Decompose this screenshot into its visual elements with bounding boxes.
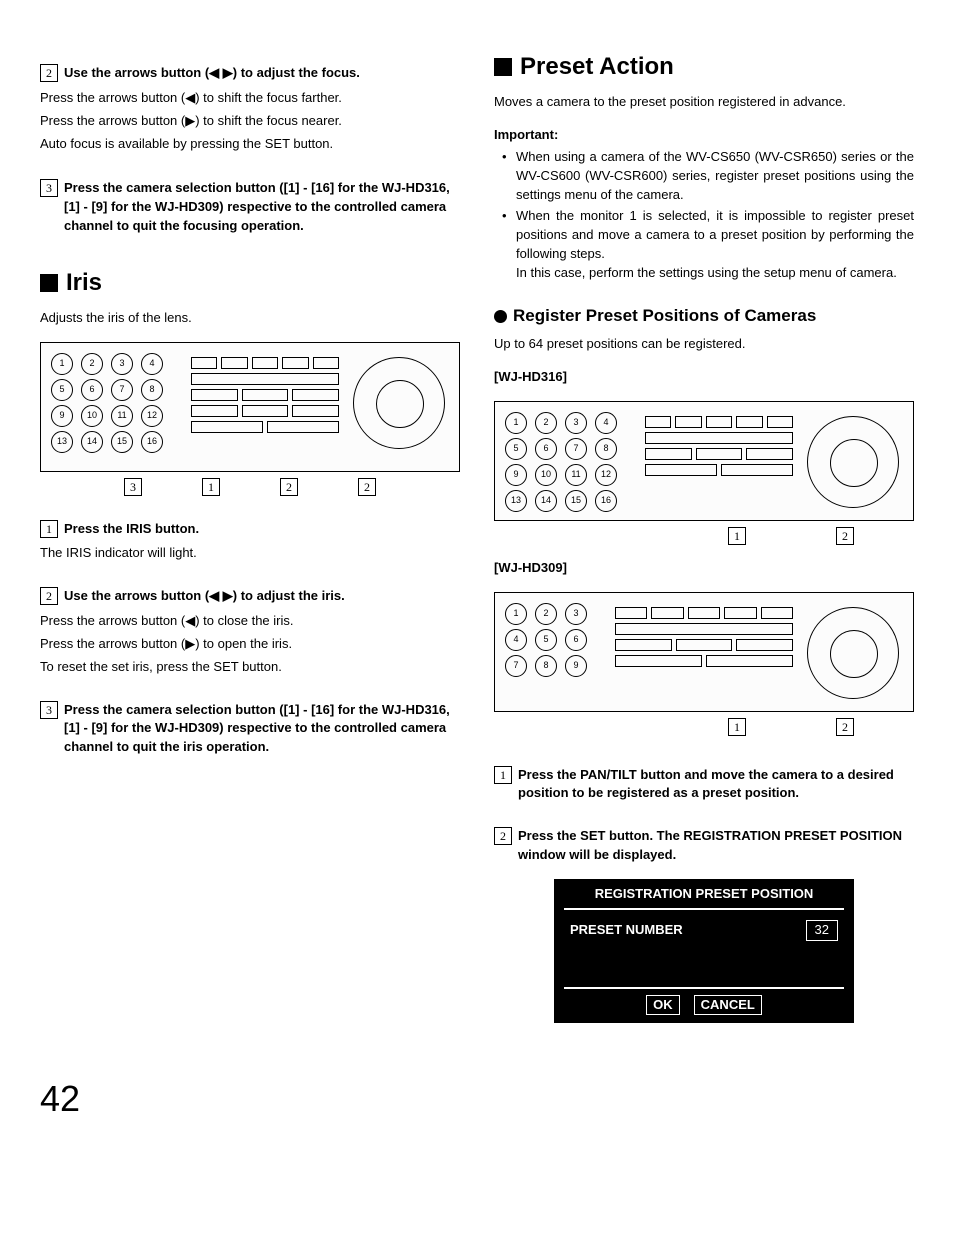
- body-text: Press the arrows button (◀) to close the…: [40, 612, 460, 631]
- heading-text: Register Preset Positions of Cameras: [513, 304, 816, 329]
- important-list: When using a camera of the WV-CS650 (WV-…: [494, 148, 914, 282]
- panel-callout-labels: 3 1 2 2: [40, 478, 460, 496]
- step-title: Press the IRIS button.: [64, 520, 460, 539]
- jog-dial-icon: [807, 607, 899, 699]
- body-text: The IRIS indicator will light.: [40, 544, 460, 563]
- step-title: Press the camera selection button ([1] -…: [64, 179, 460, 236]
- iris-heading: Iris: [40, 266, 460, 301]
- step-title: Press the camera selection button ([1] -…: [64, 701, 460, 758]
- callout-number: 2: [836, 527, 854, 545]
- left-column: 2 Use the arrows button (◀ ▶) to adjust …: [40, 50, 460, 1023]
- model-label: [WJ-HD316]: [494, 368, 914, 387]
- list-item: When the monitor 1 is selected, it is im…: [506, 207, 914, 282]
- body-text: Auto focus is available by pressing the …: [40, 135, 460, 154]
- list-text: When the monitor 1 is selected, it is im…: [516, 208, 914, 261]
- preset-heading: Preset Action: [494, 50, 914, 85]
- panel-number-grid: 1234 5678 9101112 13141516: [505, 412, 619, 512]
- callout-number: 2: [836, 718, 854, 736]
- callout-number: 1: [202, 478, 220, 496]
- panel-callout-labels: 1 2: [494, 718, 914, 736]
- heading-text: Preset Action: [520, 50, 674, 85]
- step-number: 2: [494, 827, 512, 845]
- callout-number: 2: [280, 478, 298, 496]
- iris-step-1: 1 Press the IRIS button.: [40, 520, 460, 539]
- heading-text: Iris: [66, 266, 102, 301]
- step-title: Press the PAN/TILT button and move the c…: [518, 766, 914, 804]
- panel-number-grid: 123 456 789: [505, 603, 589, 677]
- device-panel-illustration-hd309: 123 456 789: [494, 592, 914, 712]
- focus-step-3: 3 Press the camera selection button ([1]…: [40, 179, 460, 236]
- body-text: Moves a camera to the preset position re…: [494, 93, 914, 112]
- step-number: 2: [40, 587, 58, 605]
- ok-button[interactable]: OK: [646, 995, 680, 1016]
- step-number: 1: [40, 520, 58, 538]
- preset-number-input[interactable]: 32: [806, 920, 838, 941]
- panel-mid-controls: [191, 353, 339, 461]
- page-number: 42: [40, 1073, 914, 1125]
- panel-mid-controls: [645, 412, 793, 510]
- dialog-field-label: PRESET NUMBER: [570, 921, 683, 940]
- jog-dial-icon: [353, 357, 445, 449]
- step-title: Press the SET button. The REGISTRATION P…: [518, 827, 914, 865]
- square-bullet-icon: [40, 274, 58, 292]
- register-step-2: 2 Press the SET button. The REGISTRATION…: [494, 827, 914, 865]
- device-panel-illustration-hd316: 1234 5678 9101112 13141516: [494, 401, 914, 521]
- step-title: Use the arrows button (◀ ▶) to adjust th…: [64, 587, 460, 606]
- registration-dialog: REGISTRATION PRESET POSITION PRESET NUMB…: [554, 879, 854, 1024]
- step-number: 1: [494, 766, 512, 784]
- body-text: Press the arrows button (▶) to shift the…: [40, 112, 460, 131]
- step-number: 3: [40, 701, 58, 719]
- list-item: When using a camera of the WV-CS650 (WV-…: [506, 148, 914, 205]
- body-text: Up to 64 preset positions can be registe…: [494, 335, 914, 354]
- register-heading: Register Preset Positions of Cameras: [494, 304, 914, 329]
- list-text: In this case, perform the settings using…: [516, 265, 897, 280]
- cancel-button[interactable]: CANCEL: [694, 995, 762, 1016]
- panel-mid-controls: [615, 603, 793, 701]
- callout-number: 2: [358, 478, 376, 496]
- focus-step-2: 2 Use the arrows button (◀ ▶) to adjust …: [40, 64, 460, 83]
- dialog-title: REGISTRATION PRESET POSITION: [564, 885, 844, 910]
- dot-bullet-icon: [494, 310, 507, 323]
- callout-number: 3: [124, 478, 142, 496]
- step-number: 3: [40, 179, 58, 197]
- jog-dial-icon: [807, 416, 899, 508]
- body-text: Press the arrows button (◀) to shift the…: [40, 89, 460, 108]
- panel-callout-labels: 1 2: [494, 527, 914, 545]
- step-title: Use the arrows button (◀ ▶) to adjust th…: [64, 64, 460, 83]
- step-number: 2: [40, 64, 58, 82]
- iris-step-2: 2 Use the arrows button (◀ ▶) to adjust …: [40, 587, 460, 606]
- callout-number: 1: [728, 718, 746, 736]
- register-step-1: 1 Press the PAN/TILT button and move the…: [494, 766, 914, 804]
- model-label: [WJ-HD309]: [494, 559, 914, 578]
- body-text: Press the arrows button (▶) to open the …: [40, 635, 460, 654]
- right-column: Preset Action Moves a camera to the pres…: [494, 50, 914, 1023]
- body-text: Adjusts the iris of the lens.: [40, 309, 460, 328]
- callout-number: 1: [728, 527, 746, 545]
- iris-step-3: 3 Press the camera selection button ([1]…: [40, 701, 460, 758]
- important-label: Important:: [494, 126, 914, 145]
- device-panel-illustration: 1234 5678 9101112 13141516: [40, 342, 460, 472]
- body-text: To reset the set iris, press the SET but…: [40, 658, 460, 677]
- square-bullet-icon: [494, 58, 512, 76]
- panel-number-grid: 1234 5678 9101112 13141516: [51, 353, 165, 453]
